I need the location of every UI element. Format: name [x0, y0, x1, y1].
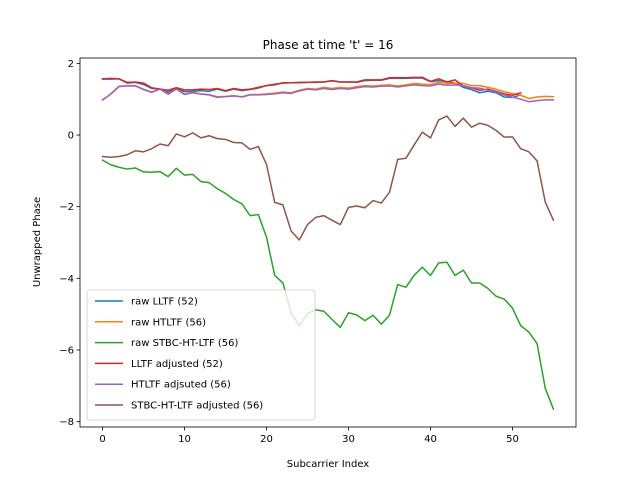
y-tick-label: −2 [59, 202, 74, 213]
legend-entry-3: LLTF adjusted (52) [131, 359, 223, 370]
x-axis-label: Subcarrier Index [287, 459, 370, 470]
series-line-3 [101, 76, 522, 97]
x-tick-label: 0 [99, 434, 105, 445]
x-tick-label: 10 [178, 434, 191, 445]
legend-frame [86, 289, 316, 421]
y-tick-label: 0 [68, 131, 74, 142]
y-tick-label: −6 [59, 345, 74, 356]
y-tick-label: −8 [59, 417, 74, 428]
x-tick-label: 40 [424, 434, 437, 445]
axes: 0 10 20 30 40 50 −8 −6 −4 −2 0 2 [59, 57, 577, 445]
legend-entry-1: raw HTLTF (56) [131, 317, 206, 328]
series-line-2 [101, 159, 555, 411]
legend-entry-0: raw LLTF (52) [131, 297, 198, 308]
axes-frame [79, 57, 577, 428]
x-tick-label: 20 [260, 434, 273, 445]
legend-entry-2: raw STBC-HT-LTF (56) [131, 338, 239, 349]
legend-entry-4: HTLTF adjsuted (56) [131, 380, 231, 391]
chart-title: Phase at time 't' = 16 [263, 38, 394, 52]
series-line-5 [101, 115, 555, 241]
x-tick-label: 50 [506, 434, 519, 445]
legend: raw LLTF (52) raw HTLTF (56) raw STBC-HT-L… [86, 289, 316, 421]
series-line-4 [101, 83, 555, 103]
y-tick-label: 2 [68, 59, 74, 70]
y-tick-label: −4 [59, 274, 74, 285]
plot-area [101, 76, 555, 411]
y-axis-label: Unwrapped Phase [32, 197, 43, 287]
legend-entry-5: STBC-HT-LTF adjusted (56) [131, 401, 263, 412]
x-tick-label: 30 [342, 434, 355, 445]
